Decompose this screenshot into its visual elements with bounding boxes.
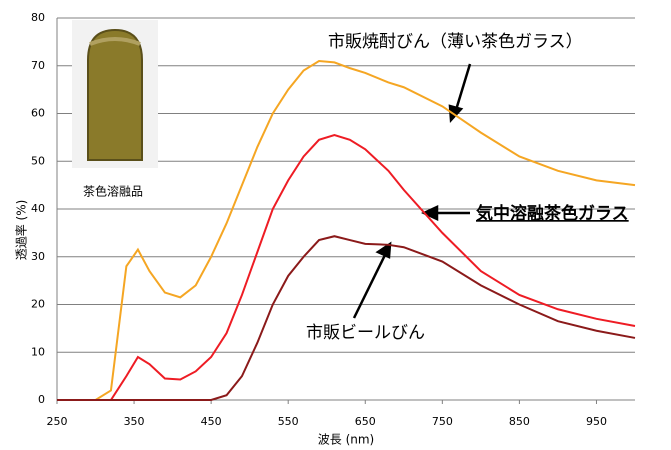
photo [72, 20, 158, 168]
x-axis-label: 波長 (nm) [318, 433, 374, 447]
x-tick-label: 750 [432, 415, 453, 428]
y-tick-label: 70 [31, 59, 45, 72]
line [57, 235, 636, 401]
y-tick-label: 60 [31, 107, 45, 120]
x-tick-label: 850 [509, 415, 530, 428]
y-tick-label: 50 [31, 154, 45, 167]
y-tick-label: 10 [31, 345, 45, 358]
x-tick-label: 250 [47, 415, 68, 428]
annotation: 市販焼酎びん（薄い茶色ガラス） [328, 32, 583, 52]
x-tick-label: 950 [586, 415, 607, 428]
y-tick-label: 30 [31, 250, 45, 263]
x-tick-label: 650 [355, 415, 376, 428]
x-tick-label: 350 [124, 415, 145, 428]
x-tick-label: 450 [201, 415, 222, 428]
annotation: 気中溶融茶色ガラス [475, 203, 629, 224]
y-axis-label: 透過率 (%) [14, 200, 29, 261]
photo-label: 茶色溶融品 [83, 184, 143, 199]
line [57, 133, 636, 401]
x-tick-label: 550 [278, 415, 299, 428]
y-tick-label: 0 [38, 393, 45, 406]
y-tick-label: 80 [31, 11, 45, 24]
y-tick-label: 40 [31, 202, 45, 215]
y-tick-label: 20 [31, 298, 45, 311]
arrows [352, 63, 472, 319]
annotation: 市販ビールびん [306, 323, 425, 343]
line [57, 59, 636, 401]
